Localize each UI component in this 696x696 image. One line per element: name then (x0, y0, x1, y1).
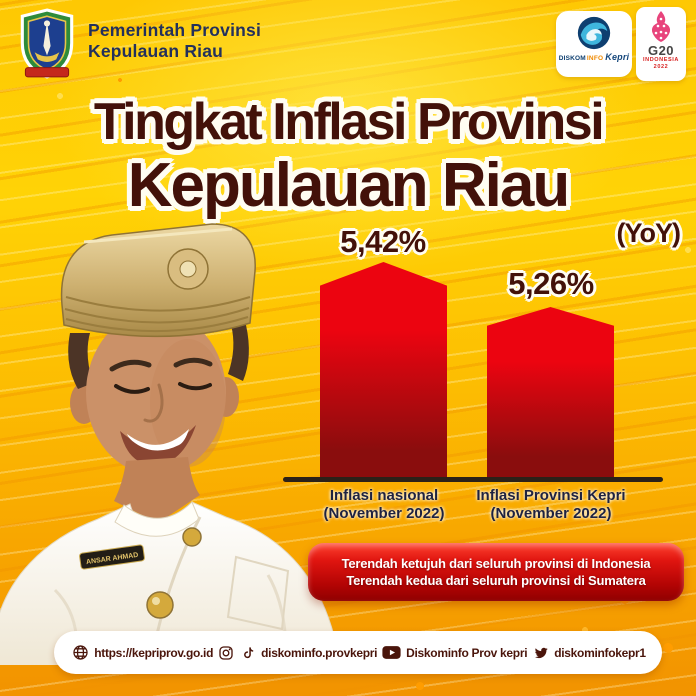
value-label-kepri: 5,26% (508, 266, 594, 301)
org-name-line1: Pemerintah Provinsi (88, 20, 262, 40)
g20-logo-year: 2022 (653, 63, 669, 70)
diskominfo-word-script: Kepri (605, 52, 630, 62)
org-name: Pemerintah Provinsi Kepulauan Riau (88, 20, 261, 62)
footer-twitter: diskominfokepr1 (554, 645, 646, 660)
governor-photo: ANSAR AHMAD (0, 223, 340, 665)
tiktok-icon (241, 645, 256, 661)
bar-inflasi-kepri (487, 307, 614, 477)
diskominfo-word-accent: INFO (586, 55, 604, 62)
footer-instagram-tiktok: diskominfo.provkepri (261, 645, 378, 660)
twitter-icon (532, 645, 549, 660)
banner-line1: Terendah ketujuh dari seluruh provinsi d… (341, 556, 651, 571)
diskominfo-kepri-logo: DISKOM INFO Kepri (556, 11, 632, 77)
banner-line2: Terendah kedua dari seluruh provinsi di … (346, 573, 646, 588)
g20-logo-text: G20 (647, 43, 675, 58)
instagram-icon (218, 645, 234, 661)
category-kepri-line2: (November 2022) (490, 505, 612, 522)
diskominfo-logo-text: DISKOM INFO Kepri (559, 52, 630, 62)
yoy-label: (YoY) (616, 218, 682, 248)
page-title-line1: Tingkat Inflasi Provinsi (93, 93, 605, 151)
footer-youtube: Diskominfo Prov kepri (406, 645, 528, 660)
category-label-kepri: Inflasi Provinsi Kepri (November 2022) (459, 487, 643, 523)
g20-indonesia-logo: G20 INDONESIA 2022 (636, 7, 686, 81)
youtube-icon (382, 645, 401, 660)
chart-axis (283, 477, 663, 482)
kepri-provincial-crest-icon (16, 8, 78, 85)
footer-social-bar: https://kepriprov.go.id diskominfo.provk… (54, 631, 662, 674)
diskominfo-word-main: DISKOM (558, 55, 586, 62)
footer-website: https://kepriprov.go.id (94, 645, 214, 660)
org-name-line2: Kepulauan Riau (88, 41, 224, 61)
category-kepri-line1: Inflasi Provinsi Kepri (476, 487, 626, 504)
diskominfo-wave-icon (577, 16, 611, 50)
g20-gunungan-icon (651, 11, 671, 42)
lowest-inflation-banner: Terendah ketujuh dari seluruh provinsi d… (308, 543, 684, 601)
globe-icon (72, 644, 89, 661)
